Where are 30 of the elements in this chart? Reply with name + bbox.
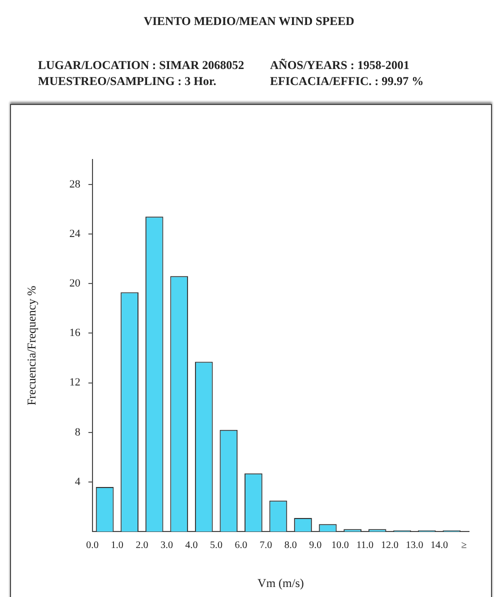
y-axis-title: Frecuencia/Frequency %: [24, 286, 38, 406]
x-axis-title: Vm (m/s): [258, 576, 304, 590]
x-tick-label: 6.0: [234, 540, 248, 552]
x-tick-label: 12.0: [380, 540, 398, 552]
y-tick-label: 12: [69, 376, 80, 389]
text: EFICACIA/EFFIC. : 99.97 %: [270, 74, 424, 89]
x-tick-label: 5.0: [210, 540, 223, 552]
x-tick-label: 1.0: [110, 540, 124, 552]
y-tick-label: 28: [69, 178, 81, 190]
x-tick-label: 4.0: [185, 540, 198, 552]
text: AÑOS/YEARS : 1958-2001: [270, 58, 410, 73]
text: LUGAR/LOCATION : SIMAR 2068052: [38, 58, 244, 73]
x-tick-label: 10.0: [331, 540, 349, 552]
y-tick-label: 8: [74, 426, 81, 438]
x-tick-label: 0.0: [86, 540, 99, 552]
x-tick-label: 11.0: [356, 540, 374, 552]
y-tick-label: 20: [69, 277, 81, 290]
chart-title: VIENTO MEDIO/MEAN WIND SPEED: [142, 14, 356, 29]
x-tick-label: 8.0: [284, 540, 297, 552]
y-tick-label: 4: [74, 476, 81, 488]
y-tick-label: 16: [69, 327, 81, 340]
x-tick-label: 7.0: [260, 540, 272, 552]
x-tick-label: 14.0: [430, 540, 448, 552]
x-tick-label: 9.0: [309, 540, 322, 552]
text: MUESTREO/SAMPLING : 3 Hor.: [38, 74, 216, 89]
x-tick-label: 13.0: [406, 540, 424, 552]
x-tick-label: 2.0: [136, 540, 148, 552]
x-tick-label: ≥: [461, 540, 468, 552]
y-tick-label: 24: [69, 228, 81, 240]
x-tick-label: 3.0: [160, 540, 173, 552]
